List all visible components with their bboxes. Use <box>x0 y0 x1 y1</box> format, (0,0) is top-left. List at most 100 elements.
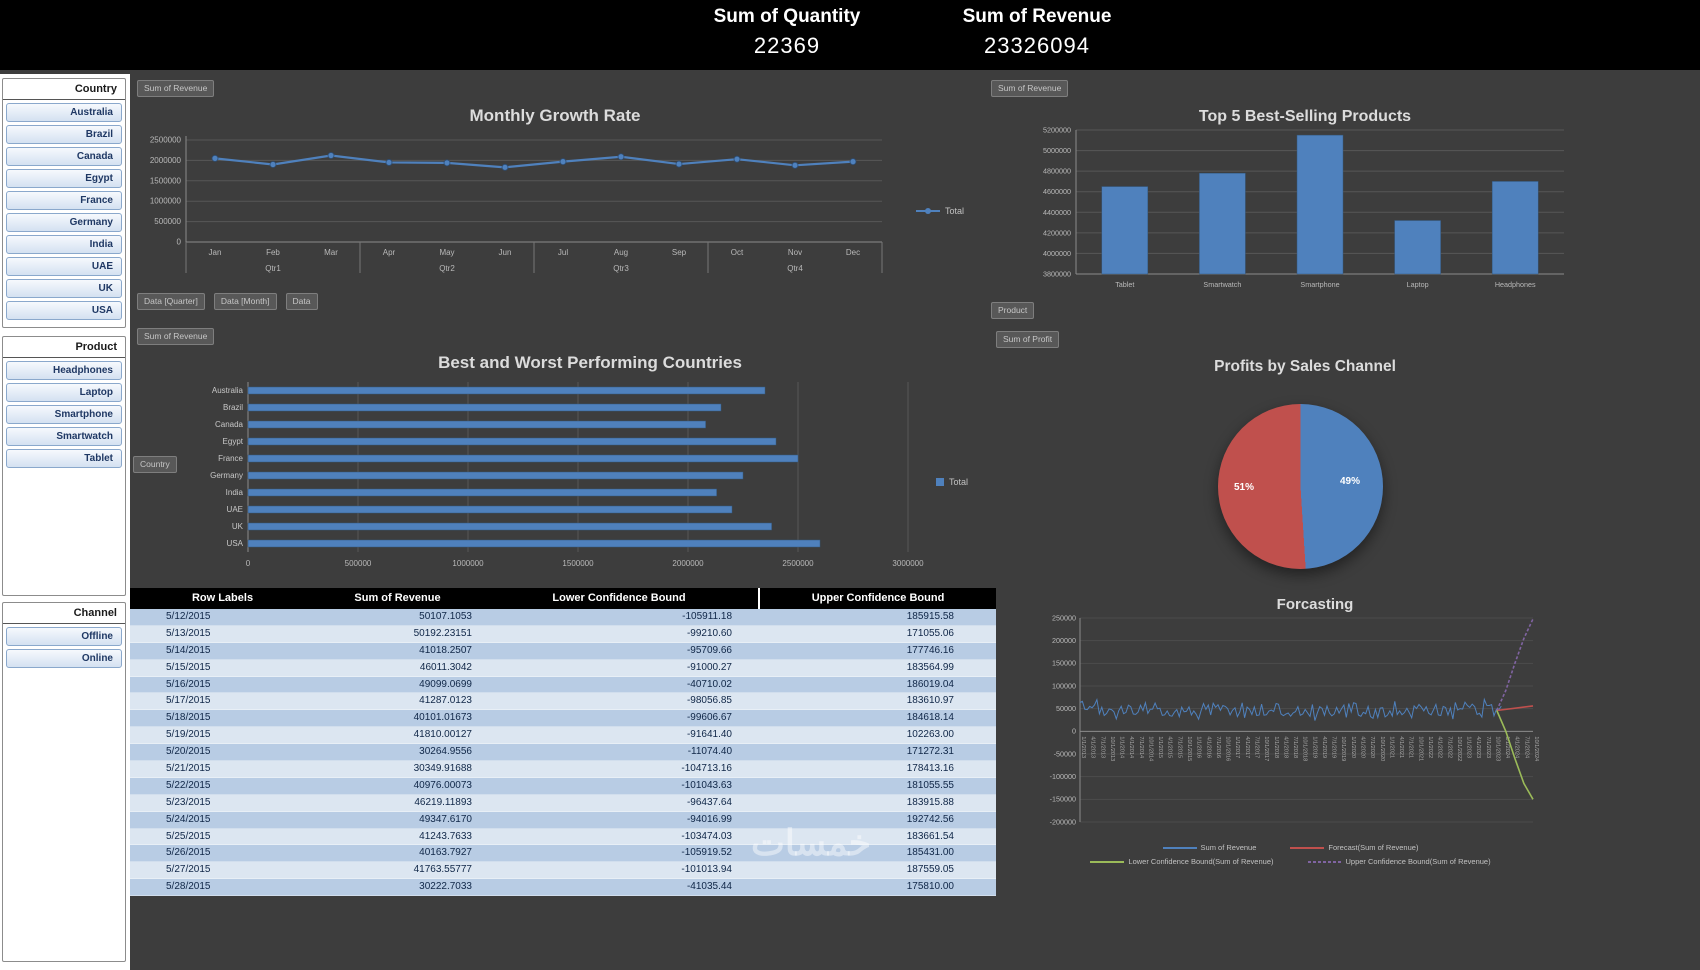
table-cell[interactable]: 177746.16 <box>906 644 954 656</box>
pivot-field-product-axis[interactable]: Product <box>991 302 1035 319</box>
table-cell[interactable]: 49099.0699 <box>419 678 472 690</box>
table-cell[interactable]: 5/16/2015 <box>166 678 211 690</box>
table-cell[interactable]: 50192.23151 <box>413 627 472 639</box>
table-cell[interactable]: 183610.97 <box>906 695 954 707</box>
table-cell[interactable]: 181055.55 <box>906 779 954 791</box>
slicer-item-canada[interactable]: Canada <box>6 147 122 166</box>
table-cell[interactable]: 5/20/2015 <box>166 746 211 758</box>
slicer-item-tablet[interactable]: Tablet <box>6 449 122 468</box>
table-cell[interactable]: 5/26/2015 <box>166 847 211 859</box>
pivot-field-sum-of-revenue-monthly[interactable]: Sum of Revenue <box>137 80 215 97</box>
table-cell[interactable]: 183564.99 <box>906 661 954 673</box>
monthly-growth-chart[interactable]: 0 500000 1000000 1500000 2000000 2500000 Jan Fe… <box>140 130 900 287</box>
pivot-field-country-axis[interactable]: Country <box>133 456 177 473</box>
table-cell[interactable]: -98056.85 <box>686 695 732 707</box>
countries-chart[interactable]: 0 500000 1000000 1500000 2000000 2500000 30000… <box>136 378 948 583</box>
pivot-field-sum-of-profit[interactable]: Sum of Profit <box>996 331 1060 348</box>
table-cell[interactable]: 183661.54 <box>906 830 954 842</box>
table-cell[interactable]: -95709.66 <box>686 644 732 656</box>
slicer-item-germany[interactable]: Germany <box>6 213 122 232</box>
slicer-item-smartphone[interactable]: Smartphone <box>6 405 122 424</box>
table-cell[interactable]: 185915.58 <box>906 611 954 622</box>
table-cell[interactable]: 178413.16 <box>906 763 954 775</box>
table-cell[interactable]: 183915.88 <box>906 796 954 808</box>
table-cell[interactable]: 184618.14 <box>906 712 954 724</box>
table-cell[interactable]: 5/24/2015 <box>166 813 211 825</box>
table-cell[interactable]: -104713.16 <box>681 763 732 775</box>
slicer-item-headphones[interactable]: Headphones <box>6 361 122 380</box>
slicer-item-australia[interactable]: Australia <box>6 103 122 122</box>
table-cell[interactable]: 186019.04 <box>906 678 954 690</box>
table-cell[interactable]: 175810.00 <box>906 881 954 893</box>
slicer-item-egypt[interactable]: Egypt <box>6 169 122 188</box>
slicer-item-uk[interactable]: UK <box>6 279 122 298</box>
table-cell[interactable]: 5/22/2015 <box>166 779 211 791</box>
top5-products-chart[interactable]: 3800000 4000000 4200000 4400000 4600000 48000… <box>1026 124 1578 307</box>
table-cell[interactable]: -91641.40 <box>686 729 732 741</box>
table-cell[interactable]: 5/28/2015 <box>166 881 211 893</box>
table-cell[interactable]: 187559.05 <box>906 864 954 876</box>
pivot-field-sum-of-revenue-top5[interactable]: Sum of Revenue <box>991 80 1069 97</box>
table-cell[interactable]: 46011.3042 <box>419 661 472 673</box>
table-cell[interactable]: -99210.60 <box>686 627 732 639</box>
table-cell[interactable]: -101043.63 <box>681 779 732 791</box>
table-cell[interactable]: 40163.7927 <box>419 847 472 859</box>
pivot-axis-button-data-quarter-[interactable]: Data [Quarter] <box>137 293 205 310</box>
slicer-item-online[interactable]: Online <box>6 649 122 668</box>
slicer-item-laptop[interactable]: Laptop <box>6 383 122 402</box>
table-cell[interactable]: 50107.1053 <box>419 611 472 622</box>
table-cell[interactable]: 5/14/2015 <box>166 644 211 656</box>
table-cell[interactable]: 30222.7033 <box>419 881 472 893</box>
table-cell[interactable]: -105919.52 <box>681 847 732 859</box>
table-header-upper-confidence-bound[interactable]: Upper Confidence Bound <box>758 588 996 609</box>
slicer-item-india[interactable]: India <box>6 235 122 254</box>
table-header-row-labels[interactable]: Row Labels <box>191 592 254 604</box>
table-cell[interactable]: 5/15/2015 <box>166 661 211 673</box>
table-cell[interactable]: 5/17/2015 <box>166 695 211 707</box>
table-header-lower-confidence-bound[interactable]: Lower Confidence Bound <box>552 592 686 604</box>
table-cell[interactable]: 41810.00127 <box>413 729 472 741</box>
table-cell[interactable]: -41035.44 <box>686 881 732 893</box>
pivot-axis-button-data[interactable]: Data <box>285 293 318 310</box>
table-cell[interactable]: 5/12/2015 <box>166 611 211 622</box>
table-header-sum-of-revenue[interactable]: Sum of Revenue <box>354 592 441 604</box>
slicer-item-usa[interactable]: USA <box>6 301 122 320</box>
table-cell[interactable]: 171272.31 <box>906 746 954 758</box>
table-cell[interactable]: 171055.06 <box>906 627 954 639</box>
table-cell[interactable]: -94016.99 <box>686 813 732 825</box>
slicer-item-offline[interactable]: Offline <box>6 627 122 646</box>
table-cell[interactable]: -99606.67 <box>686 712 732 724</box>
slicer-item-brazil[interactable]: Brazil <box>6 125 122 144</box>
table-cell[interactable]: 30349.91688 <box>413 763 472 775</box>
table-cell[interactable]: 192742.56 <box>906 813 954 825</box>
pivot-axis-button-data-month-[interactable]: Data [Month] <box>213 293 277 310</box>
table-cell[interactable]: -103474.03 <box>681 830 732 842</box>
table-cell[interactable]: 5/25/2015 <box>166 830 211 842</box>
table-cell[interactable]: 5/23/2015 <box>166 796 211 808</box>
table-cell[interactable]: 185431.00 <box>906 847 954 859</box>
table-cell[interactable]: 41763.55777 <box>413 864 472 876</box>
table-cell[interactable]: -11074.40 <box>687 746 732 758</box>
table-cell[interactable]: 30264.9556 <box>419 746 472 758</box>
profits-pie-chart[interactable]: 49% 51% <box>1218 404 1383 569</box>
table-cell[interactable]: 40976.00073 <box>413 779 472 791</box>
table-cell[interactable]: -101013.94 <box>681 864 732 876</box>
slicer-item-uae[interactable]: UAE <box>6 257 122 276</box>
table-cell[interactable]: -96437.64 <box>686 796 732 808</box>
table-cell[interactable]: 5/18/2015 <box>166 712 211 724</box>
table-cell[interactable]: 40101.01673 <box>413 712 472 724</box>
table-cell[interactable]: -91000.27 <box>686 661 732 673</box>
table-cell[interactable]: -40710.02 <box>686 678 732 690</box>
pivot-field-sum-of-revenue-countries[interactable]: Sum of Revenue <box>137 328 215 345</box>
slicer-item-smartwatch[interactable]: Smartwatch <box>6 427 122 446</box>
table-cell[interactable]: 5/13/2015 <box>166 627 211 639</box>
table-cell[interactable]: 5/19/2015 <box>166 729 211 741</box>
table-cell[interactable]: 5/21/2015 <box>166 763 211 775</box>
table-cell[interactable]: 41287.0123 <box>419 695 472 707</box>
table-cell[interactable]: 49347.6170 <box>419 813 472 825</box>
table-cell[interactable]: 5/27/2015 <box>166 864 211 876</box>
table-cell[interactable]: 41018.2507 <box>419 644 472 656</box>
table-cell[interactable]: 41243.7633 <box>419 830 472 842</box>
forecasting-chart[interactable]: -200000 -150000 -100000 -50000 0 50000 100000 1… <box>1036 610 1543 845</box>
table-cell[interactable]: 102263.00 <box>906 729 954 741</box>
